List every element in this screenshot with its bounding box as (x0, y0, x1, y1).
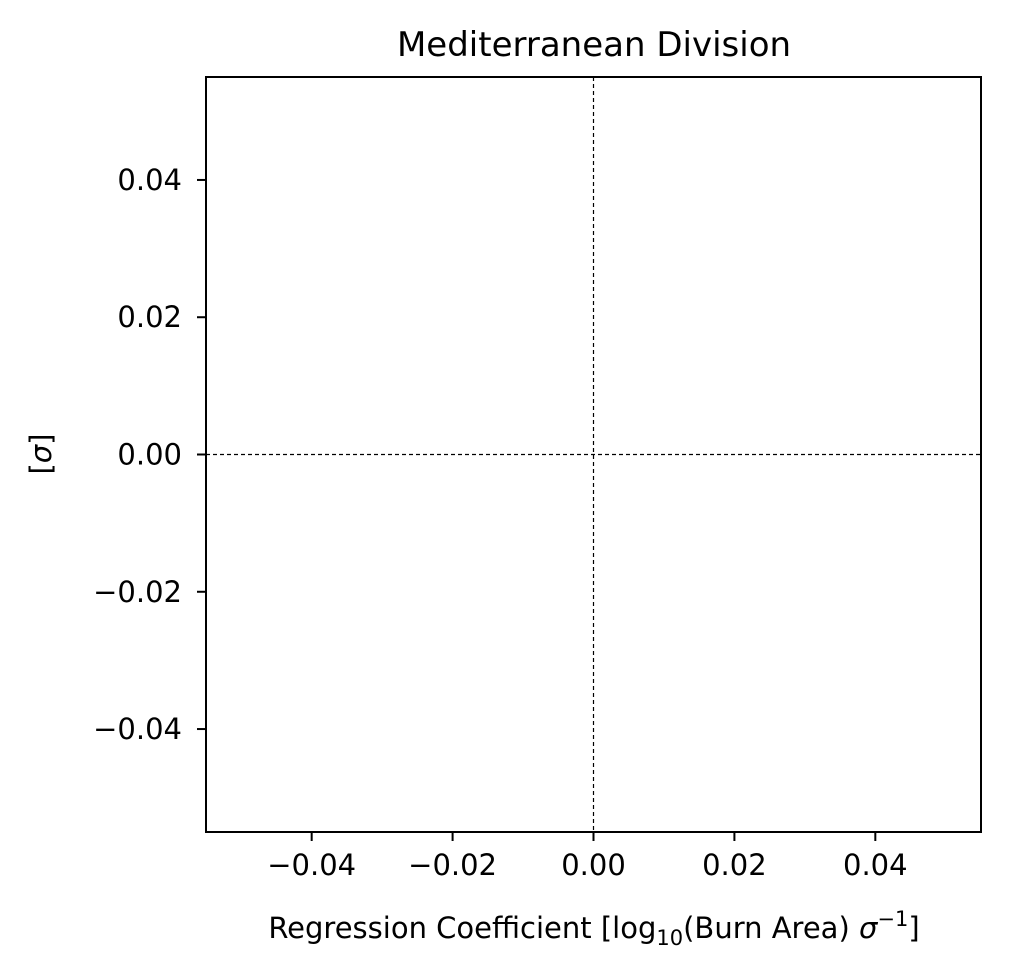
x-tick-label: 0.02 (702, 848, 767, 882)
y-axis-label: [σ] (24, 433, 58, 474)
y-tick-label: 0.02 (117, 300, 182, 334)
y-tick-label: 0.04 (117, 163, 182, 197)
x-axis-label-suffix: ] (908, 911, 919, 945)
x-tick-label: 0.00 (561, 848, 626, 882)
plot-area: −0.04 −0.02 0.00 0.02 0.04 0.04 0.02 0.00 −0.02 −… (93, 76, 982, 882)
y-axis-label-sigma: σ (24, 443, 58, 463)
y-tick-label: −0.04 (93, 712, 182, 746)
x-axis-label: Regression Coefficient [log10(Burn Area)… (268, 907, 919, 950)
x-axis-label-sigma: σ (859, 911, 879, 945)
y-axis-label-prefix: [ (24, 463, 58, 474)
x-tick-label: −0.04 (267, 848, 356, 882)
x-tick-label: 0.04 (843, 848, 908, 882)
y-tick-label: −0.02 (93, 575, 182, 609)
chart-title: Mediterranean Division (397, 25, 791, 65)
y-axis-label-suffix: ] (24, 433, 58, 444)
x-axis-label-superscript: −1 (877, 907, 908, 931)
y-tick-label: 0.00 (117, 438, 182, 472)
x-axis-label-prefix: Regression Coefficient [log (268, 911, 656, 945)
x-axis-label-mid: (Burn Area) (683, 911, 859, 945)
x-tick-label: −0.02 (408, 848, 497, 882)
x-axis-label-subscript: 10 (656, 926, 683, 950)
